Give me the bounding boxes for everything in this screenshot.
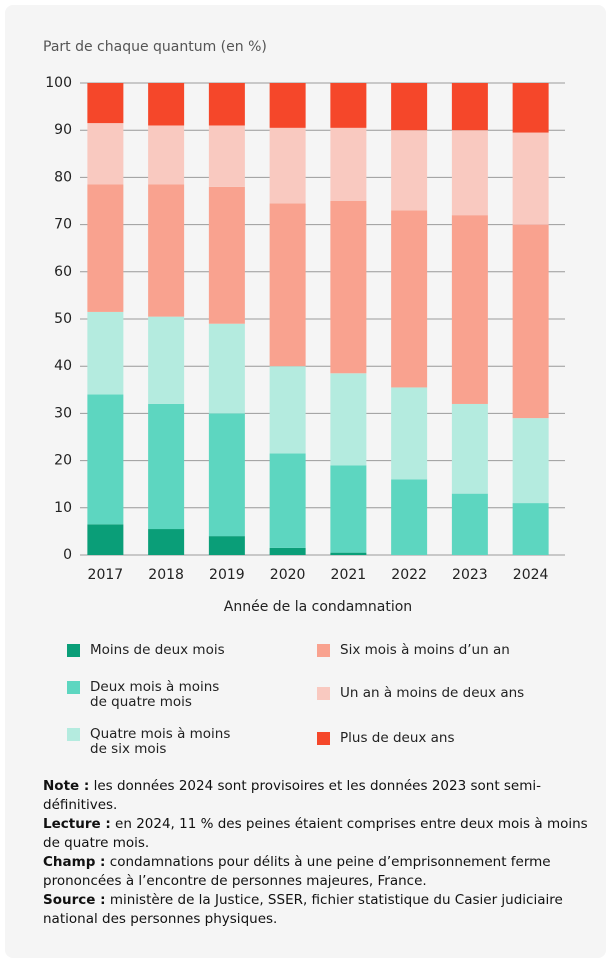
legend-item: Moins de deux mois	[67, 643, 287, 658]
y-tick-label: 10	[54, 500, 72, 516]
bar-segment	[330, 373, 367, 466]
legend-label: Quatre mois à moins de six mois	[90, 726, 231, 757]
legend-item: Un an à moins de deux ans	[317, 686, 547, 701]
legend-swatch	[67, 728, 80, 741]
x-tick-label: 2018	[148, 567, 184, 583]
legend-item: Quatre mois à moins de six mois	[67, 727, 237, 757]
bar-segment	[269, 453, 306, 548]
y-tick-label: 100	[45, 75, 72, 91]
bar-segment	[208, 186, 245, 324]
note-text: ministère de la Justice, SSER, fichier s…	[43, 892, 563, 927]
bar-segment	[87, 311, 124, 395]
bar-segment	[391, 210, 428, 388]
x-tick-label: 2019	[209, 567, 245, 583]
note: Lecture : en 2024, 11 % des peines étaie…	[43, 815, 588, 853]
x-axis-label: Année de la condamnation	[224, 599, 412, 615]
x-tick-label: 2021	[331, 567, 367, 583]
bar-segment	[451, 130, 488, 216]
bar-segment	[391, 130, 428, 211]
bar-segment	[451, 83, 488, 131]
bar-segment	[148, 184, 185, 317]
bar-segment	[87, 394, 124, 525]
bar-segment	[451, 215, 488, 404]
note-text: les données 2024 sont provisoires et les…	[43, 778, 542, 813]
bar-segment	[87, 123, 124, 185]
y-tick-label: 50	[54, 311, 72, 327]
note: Champ : condamnations pour délits à une …	[43, 853, 588, 891]
note: Note : les données 2024 sont provisoires…	[43, 777, 588, 815]
y-tick-label: 60	[54, 264, 72, 280]
note-text: condamnations pour délits à une peine d’…	[43, 854, 551, 889]
y-tick-label: 40	[54, 358, 72, 374]
bar-segment	[512, 503, 549, 555]
legend-swatch	[317, 644, 330, 657]
bar-segment	[87, 83, 124, 124]
legend-item: Deux mois à moins de quatre mois	[67, 680, 237, 710]
bar-segment	[451, 403, 488, 494]
y-tick-label: 30	[54, 405, 72, 421]
note-label: Note :	[43, 778, 90, 794]
y-tick-label: 20	[54, 453, 72, 469]
bar-segment	[512, 132, 549, 225]
bar-segment	[512, 83, 549, 133]
legend-label: Un an à moins de deux ans	[340, 685, 525, 701]
bar-segment	[269, 547, 306, 555]
bar-segment	[330, 201, 367, 374]
bar-segment	[512, 224, 549, 419]
note-label: Source :	[43, 892, 106, 908]
legend-swatch	[317, 687, 330, 700]
bar-segment	[208, 125, 245, 187]
legend-item: Six mois à moins d’un an	[317, 643, 547, 658]
bar-segment	[87, 524, 124, 555]
legend-swatch	[317, 732, 330, 745]
bar-segment	[391, 479, 428, 555]
bar-segment	[87, 184, 124, 312]
bar-segment	[148, 125, 185, 185]
bar-segment	[330, 465, 367, 553]
bar-segment	[269, 203, 306, 367]
bar-segment	[269, 83, 306, 128]
bar-segment	[148, 83, 185, 126]
y-tick-label: 70	[54, 217, 72, 233]
bar-segment	[269, 366, 306, 454]
bar-segment	[451, 493, 488, 555]
y-tick-label: 90	[54, 122, 72, 138]
note-label: Champ :	[43, 854, 106, 870]
x-tick-label: 2023	[452, 567, 488, 583]
bar-segment	[148, 529, 185, 555]
bar-segment	[391, 387, 428, 480]
legend-label: Moins de deux mois	[90, 642, 225, 658]
chart: Part de chaque quantum (en %) Année de l…	[43, 39, 565, 615]
bar-segment	[208, 413, 245, 537]
legend-swatch	[67, 681, 80, 694]
legend-swatch	[67, 644, 80, 657]
note-label: Lecture :	[43, 816, 111, 832]
y-tick-label: 0	[63, 547, 72, 563]
notes: Note : les données 2024 sont provisoires…	[43, 777, 588, 929]
bar-segment	[391, 83, 428, 131]
bar-segment	[208, 536, 245, 555]
bar-segment	[148, 316, 185, 404]
x-tick-label: 2022	[391, 567, 427, 583]
bar-segment	[148, 403, 185, 530]
bar-segment	[512, 418, 549, 504]
x-tick-label: 2020	[270, 567, 306, 583]
y-tick-label: 80	[54, 169, 72, 185]
legend-label: Deux mois à moins de quatre mois	[90, 679, 220, 710]
x-tick-label: 2024	[513, 567, 549, 583]
note-text: en 2024, 11 % des peines étaient compris…	[43, 816, 588, 851]
note: Source : ministère de la Justice, SSER, …	[43, 891, 588, 929]
bar-segment	[269, 127, 306, 204]
bar-segment	[208, 323, 245, 414]
y-axis-label: Part de chaque quantum (en %)	[43, 39, 267, 55]
bar-segment	[330, 552, 367, 555]
legend-label: Plus de deux ans	[340, 730, 455, 746]
x-tick-label: 2017	[88, 567, 124, 583]
legend-item: Plus de deux ans	[317, 731, 547, 746]
bar-segment	[208, 83, 245, 126]
bar-segment	[330, 83, 367, 128]
bar-segment	[330, 127, 367, 201]
legend-label: Six mois à moins d’un an	[340, 642, 510, 658]
